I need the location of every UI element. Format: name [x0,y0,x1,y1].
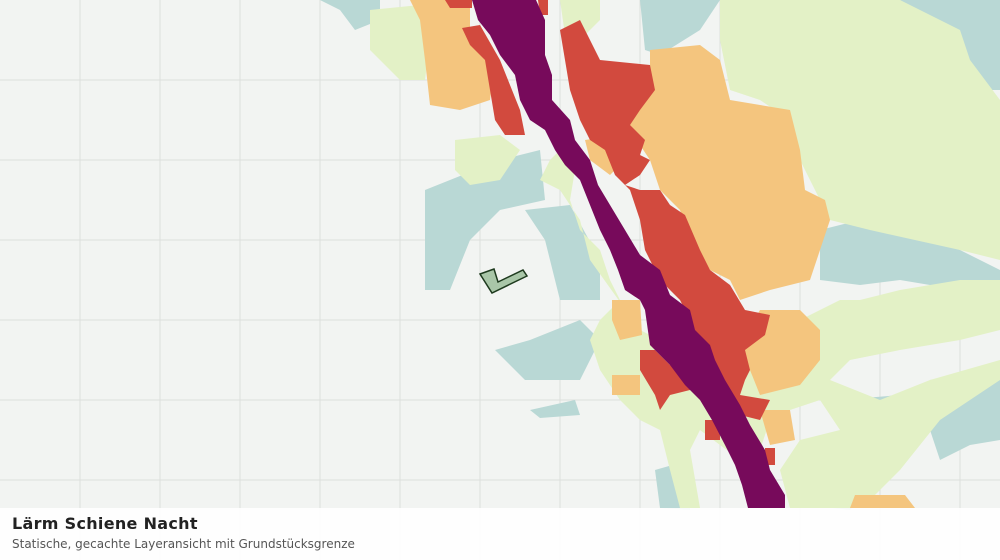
caption-title: Lärm Schiene Nacht [12,514,198,533]
noise-zone-red [445,0,775,465]
parcel-boundary [478,268,529,294]
noise-zone-purple [472,0,785,508]
noise-zone-orange [410,0,915,508]
caption-subtitle: Statische, gecachte Layeransicht mit Gru… [12,537,355,551]
caption-panel: Lärm Schiene Nacht Statische, gecachte L… [0,508,1000,560]
